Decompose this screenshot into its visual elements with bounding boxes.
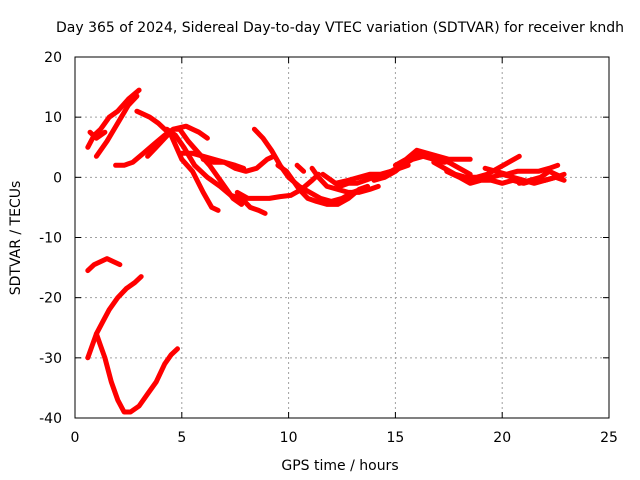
- series-arc-18: [392, 147, 473, 168]
- grid: [75, 57, 609, 418]
- series-arc-26: [93, 331, 180, 415]
- x-tick-label: 10: [280, 430, 298, 446]
- x-tick-label: 0: [71, 430, 80, 446]
- x-tick-label: 15: [386, 430, 404, 446]
- x-tick-label: 25: [600, 430, 618, 446]
- y-tick-label: -10: [39, 231, 62, 247]
- x-axis-title: GPS time / hours: [281, 458, 398, 474]
- series-arc-24: [85, 256, 123, 274]
- series-arc-04: [113, 123, 210, 168]
- x-tick-label: 5: [177, 430, 186, 446]
- y-axis-title: SDTVAR / TECUs: [8, 181, 24, 296]
- series-arc-25: [85, 274, 144, 361]
- series-arc-21: [467, 171, 567, 186]
- series-arc-23: [516, 168, 565, 186]
- ticks: [74, 56, 610, 419]
- y-tick-label: 10: [44, 110, 62, 126]
- series-arc-16: [333, 153, 447, 186]
- x-tick-labels: 0 5 10 15 20 25: [71, 430, 618, 446]
- y-tick-labels: -40 -30 -20 -10 0 10 20: [39, 50, 62, 427]
- series-arc-03: [93, 93, 140, 159]
- y-tick-label: 0: [53, 170, 62, 186]
- series-arc-11: [234, 171, 321, 201]
- y-tick-label: -40: [39, 411, 62, 427]
- series-arc-02: [87, 129, 108, 141]
- y-tick-label: 20: [44, 50, 62, 66]
- series-arc-17: [371, 150, 473, 183]
- series-arc-07: [164, 126, 268, 216]
- y-tick-label: -20: [39, 291, 62, 307]
- series-arc-13: [294, 162, 307, 174]
- series-arc-12: [275, 162, 371, 207]
- series-arc-14: [309, 165, 381, 195]
- series-group: [85, 87, 567, 415]
- series-arc-09: [200, 156, 247, 171]
- chart-title: Day 365 of 2024, Sidereal Day-to-day VTE…: [56, 20, 624, 36]
- series-arc-22: [482, 162, 561, 177]
- x-tick-label: 20: [493, 430, 511, 446]
- y-tick-label: -30: [39, 351, 62, 367]
